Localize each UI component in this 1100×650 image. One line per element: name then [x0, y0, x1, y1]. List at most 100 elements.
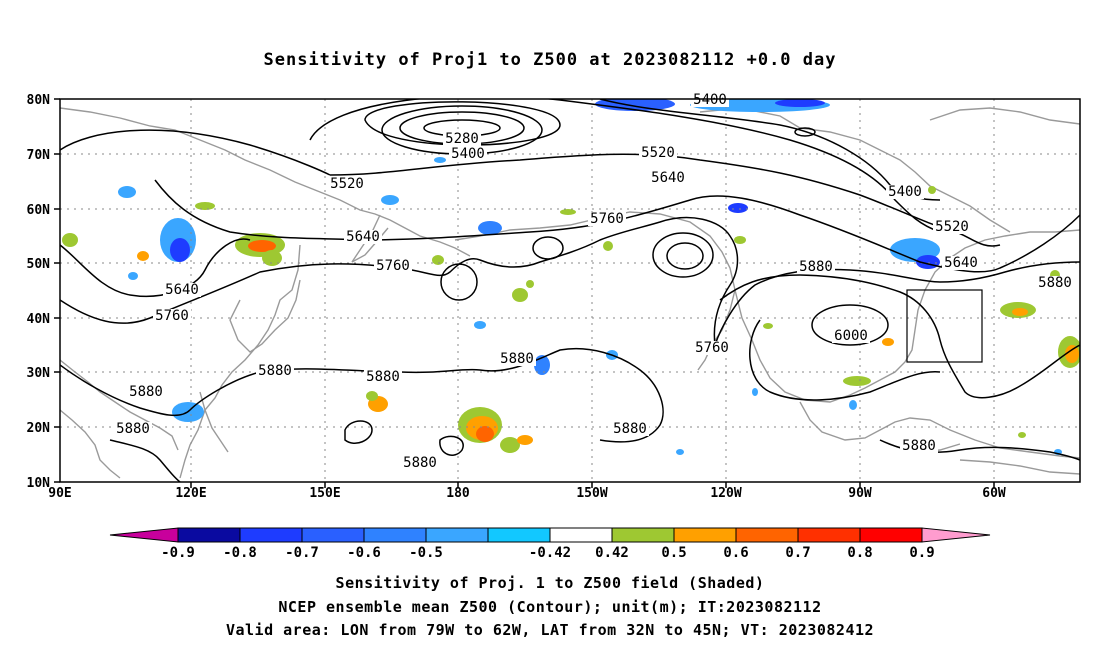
- lat-tick-label: 20N: [27, 421, 51, 436]
- colorbar-box: [611, 527, 675, 543]
- contour-6000: [811, 304, 889, 346]
- colorbar-labels: -0.9 -0.8 -0.7 -0.6 -0.5 -0.42 0.42 0.5 0.6 0.7 0.…: [161, 545, 935, 561]
- colorbar-label: 0.8: [847, 545, 872, 561]
- shade-positive: [603, 241, 613, 251]
- contour-label: 5520: [641, 145, 675, 161]
- colorbar-box: [425, 527, 489, 543]
- colorbar-boxes: [177, 527, 923, 543]
- lat-tick-label: 50N: [27, 257, 51, 272]
- contour-5880: [60, 347, 664, 443]
- colorbar-label: -0.8: [223, 545, 257, 561]
- coast-asia: [60, 107, 471, 257]
- shade-positive: [882, 338, 894, 346]
- lon-tick-label: 120W: [710, 486, 741, 501]
- contour-label-bg: [933, 220, 971, 234]
- lon-tick-label: 90E: [48, 486, 71, 501]
- contour-label: 5520: [935, 219, 969, 235]
- coast-east-asia: [179, 244, 301, 479]
- shade-positive: [517, 435, 533, 445]
- lon-tick-label: 180: [446, 486, 470, 501]
- contour-label: 5880: [366, 369, 400, 385]
- contour-labels: 5400528054005520564055205400552056405760…: [114, 92, 1074, 471]
- coast-korea-japan: [229, 279, 301, 353]
- contour-label: 5880: [799, 259, 833, 275]
- contour-label: 5880: [129, 384, 163, 400]
- shade-negative: [128, 272, 138, 280]
- contour-label: 5640: [944, 255, 978, 271]
- shade-positive: [62, 233, 78, 247]
- contour-cutoff: [652, 232, 714, 278]
- shade-negative: [434, 157, 446, 163]
- contour-label: 5400: [451, 146, 485, 162]
- colorbar: -0.9 -0.8 -0.7 -0.6 -0.5 -0.42 0.42 0.5 0.6 0.7 0.…: [109, 527, 991, 561]
- colorbar-label: 0.6: [723, 545, 748, 561]
- shade-positive: [843, 376, 871, 386]
- contour-label: 5760: [155, 308, 189, 324]
- footer-line-2: NCEP ensemble mean Z500 (Contour); unit(…: [278, 598, 822, 616]
- contour-label: 5760: [590, 211, 624, 227]
- contour-5400: [364, 101, 561, 146]
- contour-5880-east: [719, 274, 1080, 399]
- shade-positive: [928, 186, 936, 194]
- contour-5880-south: [749, 319, 941, 401]
- contour-label-bg: [693, 341, 731, 355]
- lat-tick-label: 10N: [27, 476, 51, 491]
- shade-positive: [195, 202, 215, 210]
- colorbar-label: -0.6: [347, 545, 381, 561]
- contour-label-bg: [611, 422, 649, 436]
- contour-label-bg: [443, 132, 481, 146]
- valid-area-box: [906, 289, 983, 363]
- contour-label: 5640: [651, 170, 685, 186]
- lat-tick-label: 70N: [27, 148, 51, 163]
- shade-negative: [118, 186, 136, 198]
- contour-cutoff: [532, 236, 564, 260]
- shade-negative: [728, 203, 748, 213]
- contour-label-bg: [163, 283, 201, 297]
- contour-label-bg: [832, 329, 870, 343]
- lat-tick-label: 40N: [27, 312, 51, 327]
- contour-label-bg: [1036, 276, 1074, 290]
- contour-label-bg: [153, 309, 191, 323]
- footer-line-1: Sensitivity of Proj. 1 to Z500 field (Sh…: [335, 574, 765, 592]
- contour-label: 5880: [1038, 275, 1072, 291]
- shade-positive: [137, 251, 149, 261]
- shade-negative: [676, 449, 684, 455]
- contour-label-bg: [797, 260, 835, 274]
- colorbar-right-triangle: [921, 527, 991, 543]
- contour-label: 5640: [165, 282, 199, 298]
- colorbar-box: [363, 527, 427, 543]
- contour-label: 5760: [695, 340, 729, 356]
- colorbar-label: -0.5: [409, 545, 443, 561]
- contour-label-bg: [649, 171, 687, 185]
- colorbar-box: [487, 527, 551, 543]
- contour-cutoff-inner: [666, 242, 704, 270]
- shade-positive: [476, 426, 494, 442]
- colorbar-label: -0.9: [161, 545, 195, 561]
- colorbar-box: [735, 527, 799, 543]
- contour-label-bg: [344, 230, 382, 244]
- shade-positive: [763, 323, 773, 329]
- contour-label-bg: [256, 364, 294, 378]
- colorbar-label: 0.5: [661, 545, 686, 561]
- coastlines: [60, 107, 1080, 479]
- contour-5760: [60, 216, 739, 346]
- contour-label-bg: [127, 385, 165, 399]
- contour-5880-islands: [344, 420, 373, 444]
- shade-positive: [734, 236, 746, 244]
- contour-label: 5520: [330, 176, 364, 192]
- contour-5640: [154, 179, 1080, 273]
- shade-negative: [478, 221, 502, 235]
- coast-south-america: [959, 459, 1080, 475]
- contour-label-bg: [328, 177, 366, 191]
- contour-label-bg: [449, 147, 487, 161]
- figure-title: Sensitivity of Proj1 to Z500 at 20230821…: [263, 50, 837, 70]
- colorbar-box: [239, 527, 303, 543]
- contour-cutoff: [440, 263, 478, 301]
- shade-negative: [170, 238, 190, 262]
- contour-label: 5400: [888, 184, 922, 200]
- footer-line-3: Valid area: LON from 79W to 62W, LAT fro…: [225, 621, 875, 639]
- lat-tick-label: 60N: [27, 203, 51, 218]
- contour-small: [794, 127, 816, 137]
